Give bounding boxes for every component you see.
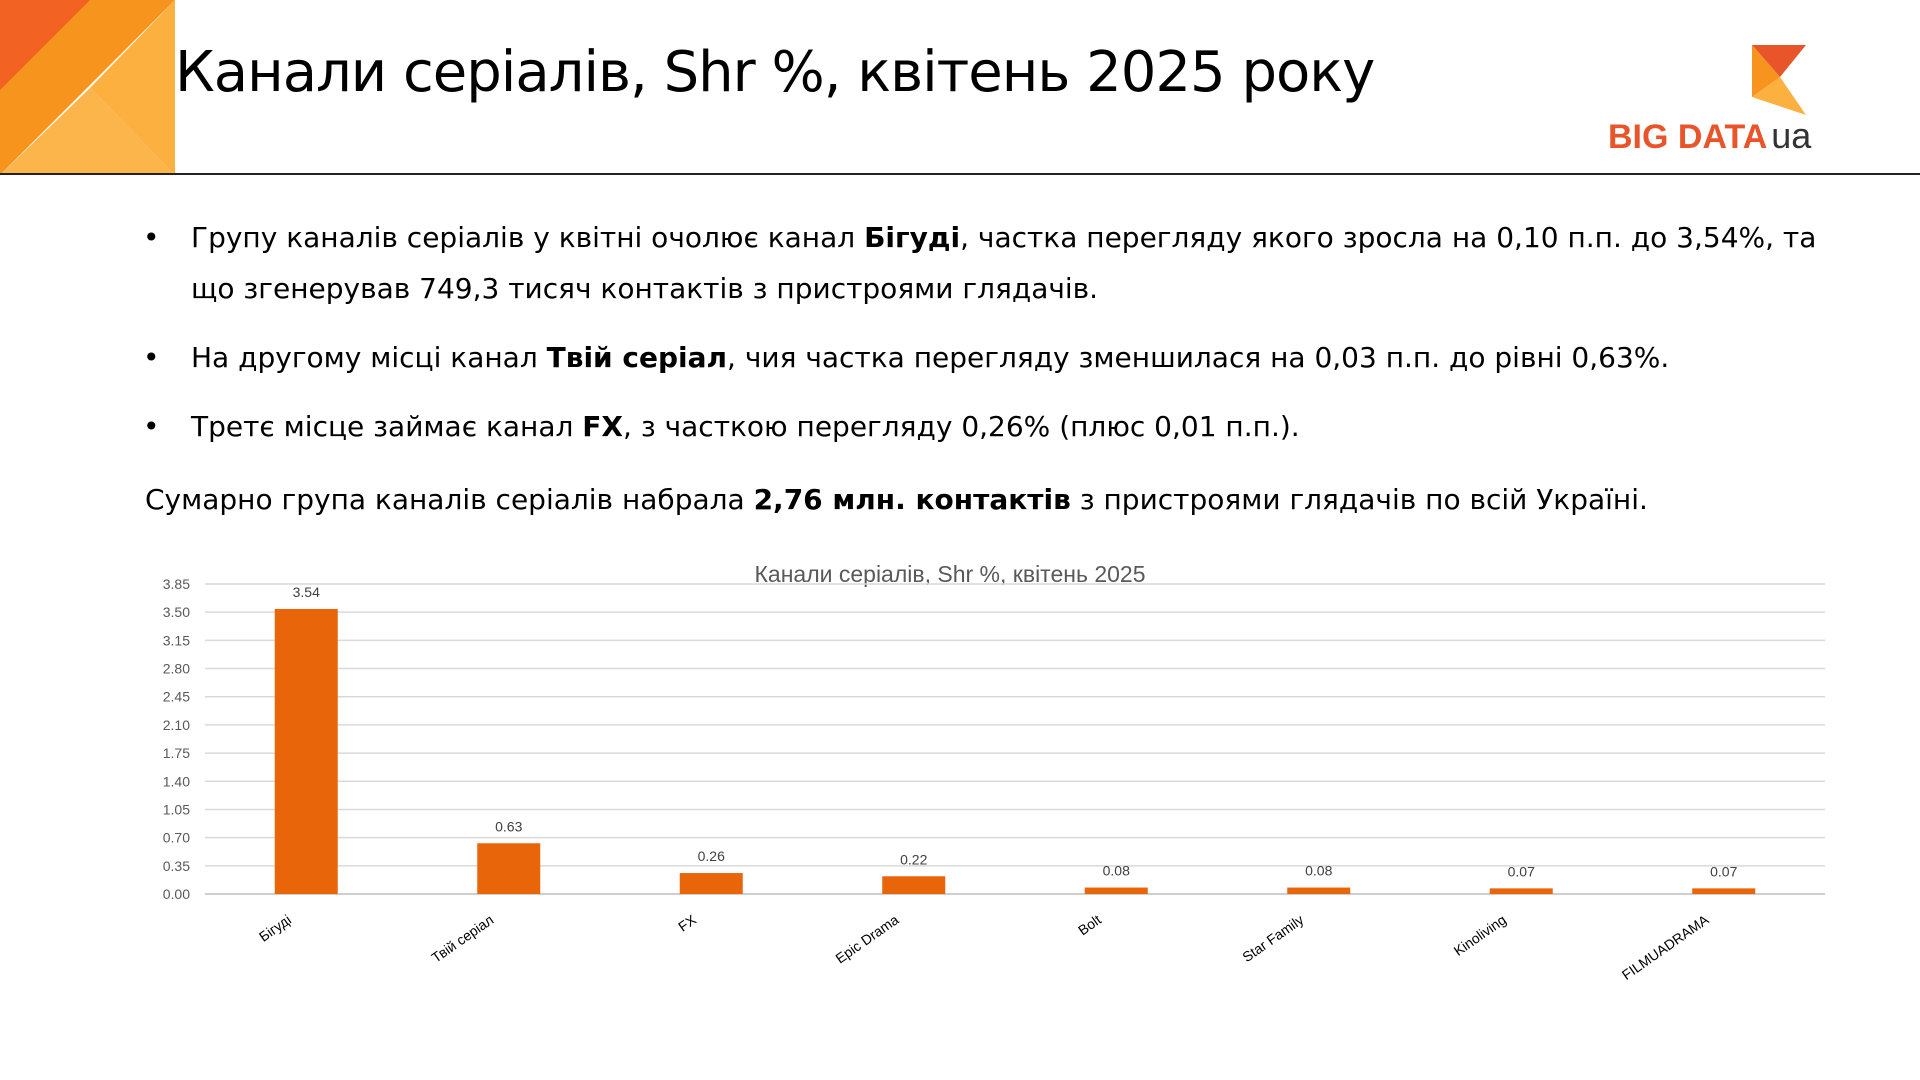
data-labels: 3.54 0.63 0.26 0.22 0.08 0.08 0.07 0.07 — [293, 584, 1738, 879]
bar — [679, 873, 743, 894]
bullet-item: • Групу каналів серіалів у квітні очолює … — [143, 221, 1817, 305]
bullet-item: • Третє місце займає канал FX, з часткою … — [143, 410, 1300, 443]
summary-text: Сумарно група каналів серіалів набрала 2… — [145, 483, 1648, 516]
x-tick-label: Kinoliving — [1451, 911, 1509, 958]
x-tick-label: Bolt — [1075, 911, 1104, 938]
bullet-item: • На другому місці канал Твій серіал, чия… — [143, 341, 1670, 374]
bar — [274, 608, 338, 894]
data-label: 0.63 — [495, 818, 522, 834]
x-axis: Бігуді Твій серіал FX Epic Drama Bolt Star Fa… — [256, 911, 1712, 983]
x-tick-label: Твій серіал — [428, 911, 496, 965]
x-tick-label: Бігуді — [256, 911, 294, 944]
y-tick-label: 1.05 — [163, 801, 190, 817]
y-tick-label: 2.10 — [163, 717, 190, 733]
bar — [1692, 888, 1756, 894]
chart-title: Канали серіалів, Shr %, квітень 2025 — [755, 561, 1146, 587]
data-label: 0.07 — [1508, 863, 1535, 879]
bar — [1287, 887, 1351, 894]
y-tick-label: 1.75 — [163, 745, 190, 761]
y-tick-label: 2.45 — [163, 689, 190, 705]
y-tick-label: 3.15 — [163, 632, 190, 648]
y-tick-label: 0.70 — [163, 830, 190, 846]
y-axis: 0.00 0.35 0.70 1.05 1.40 1.75 2.10 2.45 2.80 3.15… — [163, 576, 190, 902]
header-divider — [0, 173, 1920, 175]
data-label: 0.08 — [1305, 863, 1332, 879]
data-label: 0.08 — [1103, 863, 1130, 879]
logo-mark-icon — [1752, 45, 1806, 115]
y-tick-label: 2.80 — [163, 661, 190, 677]
y-tick-label: 0.35 — [163, 858, 190, 874]
x-tick-label: FX — [675, 911, 699, 935]
x-tick-label: Epic Drama — [832, 911, 901, 966]
logo-text: BIG DATA — [1608, 118, 1768, 156]
corner-decoration — [0, 0, 175, 175]
x-tick-label: FILMUADRAMA — [1619, 911, 1712, 983]
data-label: 0.22 — [900, 851, 927, 867]
logo-suffix: ua — [1771, 115, 1812, 156]
bar-series — [274, 608, 1756, 894]
page-title: Канали серіалів, Shr %, квітень 2025 рок… — [175, 40, 1375, 105]
logo-wordmark: BIG DATA ua — [1608, 115, 1811, 157]
bar — [477, 843, 541, 894]
y-tick-label: 1.40 — [163, 773, 190, 789]
bar — [1489, 888, 1553, 894]
chart-gridlines — [205, 583, 1825, 895]
bar-chart: Канали серіалів, Shr %, квітень 2025 0.0… — [163, 561, 1825, 983]
data-label: 0.07 — [1710, 863, 1737, 879]
data-label: 0.26 — [698, 848, 725, 864]
data-label: 3.54 — [293, 584, 320, 600]
bar — [1084, 887, 1148, 894]
bullet-list: • Групу каналів серіалів у квітні очолює … — [140, 212, 1840, 470]
y-tick-label: 0.00 — [163, 886, 190, 902]
bar — [882, 876, 946, 894]
y-tick-label: 3.50 — [163, 604, 190, 620]
x-tick-label: Star Family — [1239, 911, 1306, 965]
brand-logo: BIG DATA ua — [1600, 45, 1840, 160]
y-tick-label: 3.85 — [163, 576, 190, 592]
